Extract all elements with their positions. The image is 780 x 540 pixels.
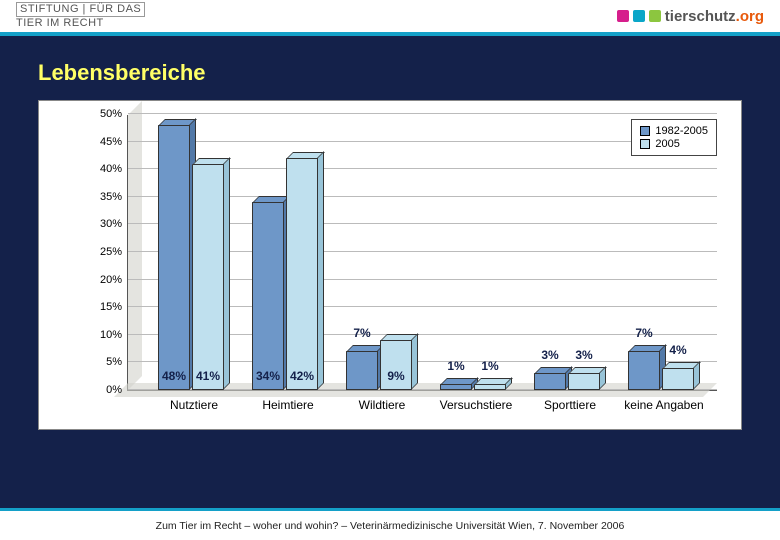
footer: Zum Tier im Recht – woher und wohin? – V…	[0, 508, 780, 540]
bar: 9%	[380, 340, 412, 390]
bar-value-label: 48%	[159, 369, 189, 383]
y-tick: 45%	[78, 136, 128, 148]
y-tick: 10%	[78, 329, 128, 341]
bar-value-label: 34%	[253, 369, 283, 383]
logo-right: tierschutz.org	[617, 8, 764, 25]
y-tick: 50%	[78, 108, 128, 120]
legend-item: 1982-2005	[640, 125, 708, 137]
legend-item: 2005	[640, 138, 708, 150]
footer-text: Zum Tier im Recht – woher und wohin? – V…	[156, 520, 625, 532]
legend-label: 2005	[655, 138, 679, 150]
bar: 4%	[662, 368, 694, 390]
y-tick: 25%	[78, 246, 128, 258]
slide-title: Lebensbereiche	[38, 60, 742, 86]
chart-panel: 0% 5% 10% 15% 20% 25% 30% 35% 40% 45% 50% 48% 41% Nut…	[38, 100, 742, 430]
bar-value-label: 9%	[381, 369, 411, 383]
logo-left-line2: TIER IM RECHT	[16, 17, 145, 30]
x-label: Nutztiere	[170, 390, 218, 412]
logo-square-1	[617, 10, 629, 22]
grid-line	[128, 113, 717, 114]
bar: 42%	[286, 158, 318, 390]
x-label: Wildtiere	[359, 390, 406, 412]
bar: 7%	[346, 351, 378, 390]
bar: 7%	[628, 351, 660, 390]
y-tick: 15%	[78, 301, 128, 313]
bar: 34%	[252, 202, 284, 390]
y-tick: 20%	[78, 274, 128, 286]
y-tick: 0%	[78, 384, 128, 396]
x-label: keine Angaben	[624, 390, 703, 412]
bar-value-label: 42%	[287, 369, 317, 383]
slide-body: Lebensbereiche 0% 5% 10% 15% 20% 25% 30% 35% 40%…	[0, 36, 780, 508]
bar-value-label: 1%	[441, 359, 471, 373]
chart-wall	[128, 101, 142, 390]
bar-value-label: 1%	[475, 359, 505, 373]
bar: 3%	[534, 373, 566, 390]
y-tick: 30%	[78, 218, 128, 230]
x-label: Versuchstiere	[440, 390, 513, 412]
header: STIFTUNG | FÜR DAS TIER IM RECHT tiersch…	[0, 0, 780, 36]
logo-right-text: tierschutz.org	[665, 8, 764, 25]
bar-value-label: 7%	[629, 326, 659, 340]
chart-legend: 1982-20052005	[631, 119, 717, 156]
legend-label: 1982-2005	[655, 125, 708, 137]
bar: 41%	[192, 164, 224, 390]
logo-right-main: tierschutz	[665, 8, 736, 25]
bar-value-label: 41%	[193, 369, 223, 383]
y-tick: 5%	[78, 356, 128, 368]
logo-square-3	[649, 10, 661, 22]
grid-line	[128, 141, 717, 142]
logo-right-suffix: .org	[736, 8, 764, 25]
x-label: Sporttiere	[544, 390, 596, 412]
y-tick: 40%	[78, 163, 128, 175]
logo-square-2	[633, 10, 645, 22]
legend-swatch	[640, 139, 650, 149]
y-tick: 35%	[78, 191, 128, 203]
x-label: Heimtiere	[262, 390, 313, 412]
chart-plot: 0%5%10%15%20%25%30%35%40%45%50%48%41%Nut…	[127, 115, 717, 391]
bar-value-label: 3%	[569, 348, 599, 362]
bar-value-label: 7%	[347, 326, 377, 340]
bar-value-label: 3%	[535, 348, 565, 362]
legend-swatch	[640, 126, 650, 136]
logo-left: STIFTUNG | FÜR DAS TIER IM RECHT	[16, 2, 145, 30]
bar: 3%	[568, 373, 600, 390]
bar: 48%	[158, 125, 190, 390]
logo-left-line1: STIFTUNG | FÜR DAS	[16, 2, 145, 17]
bar-value-label: 4%	[663, 343, 693, 357]
